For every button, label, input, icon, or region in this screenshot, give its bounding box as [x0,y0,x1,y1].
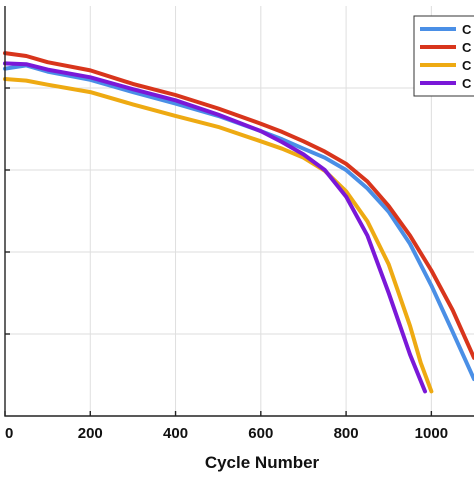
x-tick-label-1: 200 [78,425,103,442]
tick-labels: 0 200 400 600 800 1000 [5,425,448,442]
series-lines [3,51,474,394]
series-line-1 [3,63,474,382]
x-tick-label-2: 400 [163,425,188,442]
axes [4,6,474,417]
x-tick-label-5: 1000 [415,425,448,442]
legend-label-3: C [462,58,472,73]
series-line-3 [3,77,434,394]
legend-label-2: C [462,40,472,55]
x-tick-label-3: 600 [248,425,273,442]
x-axis-title: Cycle Number [205,453,320,472]
series-line-2 [3,51,474,360]
legend-label-4: C [462,76,472,91]
x-tick-label-0: 0 [5,425,13,442]
x-tick-label-4: 800 [334,425,359,442]
series-line-4 [3,61,427,394]
legend-label-1: C [462,22,472,37]
